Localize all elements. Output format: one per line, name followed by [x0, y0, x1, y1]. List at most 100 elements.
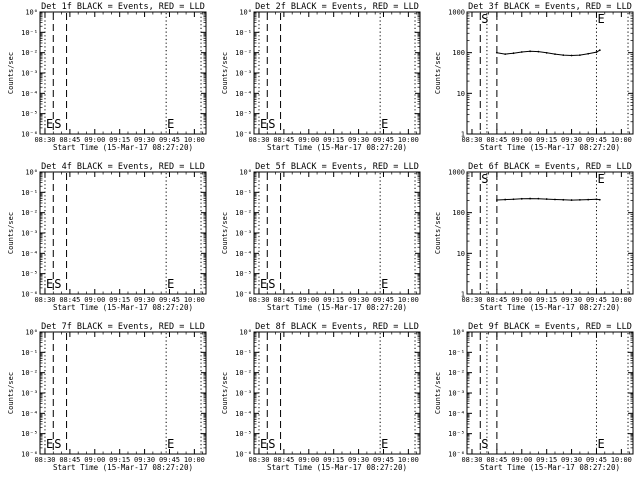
- x-tick-label: 09:15: [109, 296, 130, 304]
- end-marker-label: E: [597, 437, 604, 451]
- start-marker-label: S: [268, 277, 275, 291]
- y-tick-label: 10⁻⁴: [235, 250, 252, 258]
- x-axis-label: Start Time (15-Mar-17 08:27:20): [267, 463, 407, 472]
- chart-panel-6: Det 6f BLACK = Events, RED = LLD 1 10 100 10…: [434, 162, 634, 312]
- events-data-point: [598, 198, 601, 201]
- events-series-line: [496, 49, 601, 57]
- x-tick-label: 08:45: [59, 136, 80, 144]
- x-tick-label: 09:45: [159, 456, 180, 464]
- chart-title: Det 9f BLACK = Events, RED = LLD: [468, 322, 632, 332]
- x-tick-label: 09:15: [536, 296, 557, 304]
- events-data-point: [562, 198, 565, 201]
- end-marker-label: E: [260, 277, 267, 291]
- y-tick-label: 10⁻¹: [21, 189, 38, 197]
- end-marker-label: E: [381, 117, 388, 131]
- x-tick-label: 08:45: [59, 456, 80, 464]
- x-tick-label: 09:45: [373, 296, 394, 304]
- chart-title: Det 5f BLACK = Events, RED = LLD: [255, 162, 419, 172]
- x-tick-label: 10:00: [611, 136, 632, 144]
- y-tick-label: 10⁻⁶: [448, 451, 465, 459]
- y-tick-label: 10⁻⁶: [21, 451, 38, 459]
- y-axis-label: Counts/sec: [434, 372, 442, 414]
- events-data-point: [495, 199, 498, 201]
- y-tick-label: 10⁻⁵: [235, 270, 252, 278]
- x-tick-label: 10:00: [611, 296, 632, 304]
- x-tick-label: 08:45: [273, 296, 294, 304]
- events-data-point: [537, 50, 540, 53]
- x-axis-label: Start Time (15-Mar-17 08:27:20): [267, 143, 407, 152]
- y-tick-label: 10⁰: [25, 9, 38, 17]
- x-tick-label: 09:00: [84, 136, 105, 144]
- start-marker-label: S: [268, 117, 275, 131]
- x-tick-label: 08:30: [461, 296, 482, 304]
- events-data-point: [529, 197, 531, 200]
- y-tick-label: 10⁰: [452, 329, 465, 337]
- x-axis-label: Start Time (15-Mar-17 08:27:20): [480, 303, 620, 312]
- events-data-point: [570, 199, 573, 201]
- end-marker-label: E: [46, 437, 53, 451]
- events-data-point: [520, 197, 523, 200]
- start-marker-label: S: [481, 172, 488, 186]
- events-data-point: [562, 54, 565, 57]
- y-tick-label: 1000: [448, 9, 465, 17]
- y-tick-label: 10⁻³: [235, 390, 252, 398]
- start-marker-label: S: [481, 437, 488, 451]
- x-tick-label: 08:30: [461, 136, 482, 144]
- events-series-line: [496, 198, 600, 201]
- x-tick-label: 09:45: [373, 456, 394, 464]
- events-data-point: [578, 54, 581, 57]
- x-tick-label: 09:00: [298, 136, 319, 144]
- x-tick-label: 09:30: [561, 136, 582, 144]
- start-marker-label: S: [481, 12, 488, 26]
- y-tick-label: 10⁻¹: [21, 29, 38, 37]
- y-tick-label: 10⁻⁶: [235, 131, 252, 139]
- x-tick-label: 10:00: [184, 296, 205, 304]
- y-tick-label: 10⁻³: [448, 390, 465, 398]
- x-axis-label: Start Time (15-Mar-17 08:27:20): [480, 143, 620, 152]
- x-axis-label: Start Time (15-Mar-17 08:27:20): [53, 463, 193, 472]
- end-marker-label: E: [381, 437, 388, 451]
- y-tick-label: 10⁻⁶: [21, 291, 38, 299]
- x-tick-label: 08:45: [486, 456, 507, 464]
- x-tick-label: 09:45: [586, 296, 607, 304]
- y-tick-label: 10⁰: [25, 329, 38, 337]
- y-tick-label: 10⁻²: [448, 369, 465, 377]
- y-tick-label: 10⁻¹: [235, 29, 252, 37]
- y-tick-label: 10⁻¹: [235, 349, 252, 357]
- chart-title: Det 1f BLACK = Events, RED = LLD: [41, 2, 205, 12]
- end-marker-label: E: [597, 172, 604, 186]
- x-tick-label: 09:30: [561, 296, 582, 304]
- plot-frame: [39, 331, 207, 455]
- y-tick-label: 10: [457, 90, 465, 98]
- x-tick-label: 09:30: [134, 136, 155, 144]
- y-axis-label: Counts/sec: [434, 212, 442, 254]
- y-tick-label: 10⁻²: [235, 49, 252, 57]
- chart-title: Det 3f BLACK = Events, RED = LLD: [468, 2, 632, 12]
- y-tick-label: 10⁻⁴: [235, 410, 252, 418]
- end-marker-label: E: [381, 277, 388, 291]
- x-tick-label: 09:00: [511, 296, 532, 304]
- x-tick-label: 08:45: [59, 296, 80, 304]
- y-tick-label: 10⁻¹: [235, 189, 252, 197]
- x-tick-label: 09:45: [586, 136, 607, 144]
- y-tick-label: 10⁰: [25, 169, 38, 177]
- y-tick-label: 10⁻⁵: [235, 430, 252, 438]
- start-marker-label: S: [54, 277, 61, 291]
- events-data-point: [545, 198, 548, 200]
- y-tick-label: 10⁻⁵: [21, 270, 38, 278]
- x-tick-label: 09:30: [348, 136, 369, 144]
- y-axis-label: Counts/sec: [7, 212, 15, 254]
- y-tick-label: 10: [457, 250, 465, 258]
- y-tick-label: 100: [452, 209, 465, 217]
- events-data-point: [578, 199, 581, 201]
- x-tick-label: 08:45: [486, 136, 507, 144]
- x-tick-label: 09:45: [586, 456, 607, 464]
- y-tick-label: 10⁻³: [21, 230, 38, 238]
- y-tick-label: 10⁻⁶: [235, 451, 252, 459]
- y-axis-label: Counts/sec: [7, 52, 15, 94]
- end-marker-label: E: [46, 117, 53, 131]
